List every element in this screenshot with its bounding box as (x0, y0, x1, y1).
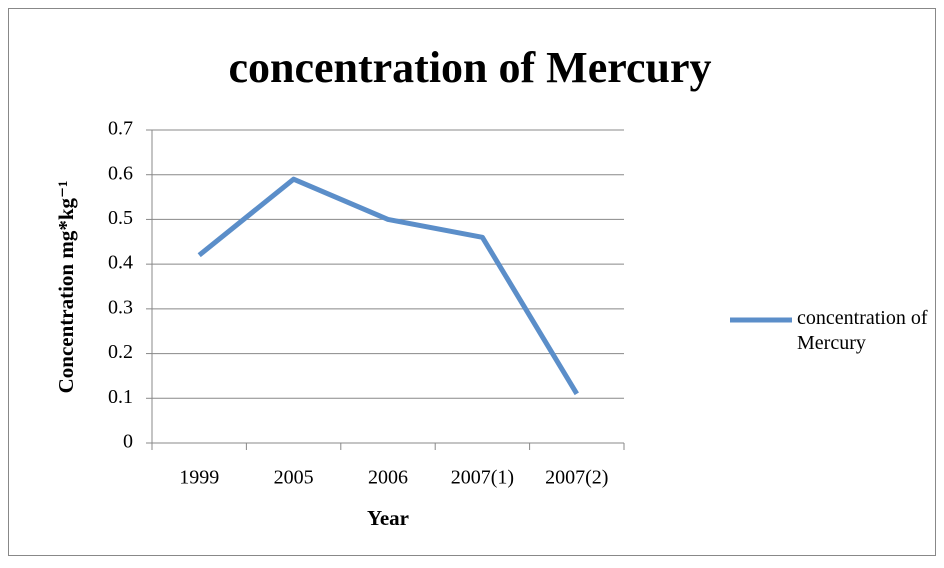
y-tick-label: 0.4 (108, 252, 133, 274)
y-axis-label: Concentration mg*kg⁻¹ (54, 181, 78, 394)
x-tick-label: 2006 (368, 467, 408, 489)
line-series (197, 176, 579, 396)
y-tick-label: 0.1 (108, 386, 133, 408)
y-tick-label: 0.5 (108, 207, 133, 229)
x-tick-label: 1999 (179, 467, 219, 489)
x-tick-label: 2007(2) (545, 467, 608, 489)
chart-frame (8, 8, 936, 556)
x-axis-label: Year (367, 506, 409, 530)
legend-label: concentration of Mercury (797, 307, 928, 354)
y-tick-label: 0.3 (108, 296, 133, 318)
y-tick-label: 0.7 (108, 118, 133, 140)
y-tick-label: 0 (123, 431, 133, 453)
y-tick-label: 0.2 (108, 341, 133, 363)
x-tick-label: 2007(1) (451, 467, 514, 489)
chart-title: concentration of Mercury (228, 43, 711, 92)
x-tick-label: 2005 (274, 467, 314, 489)
y-tick-label: 0.6 (108, 162, 133, 184)
